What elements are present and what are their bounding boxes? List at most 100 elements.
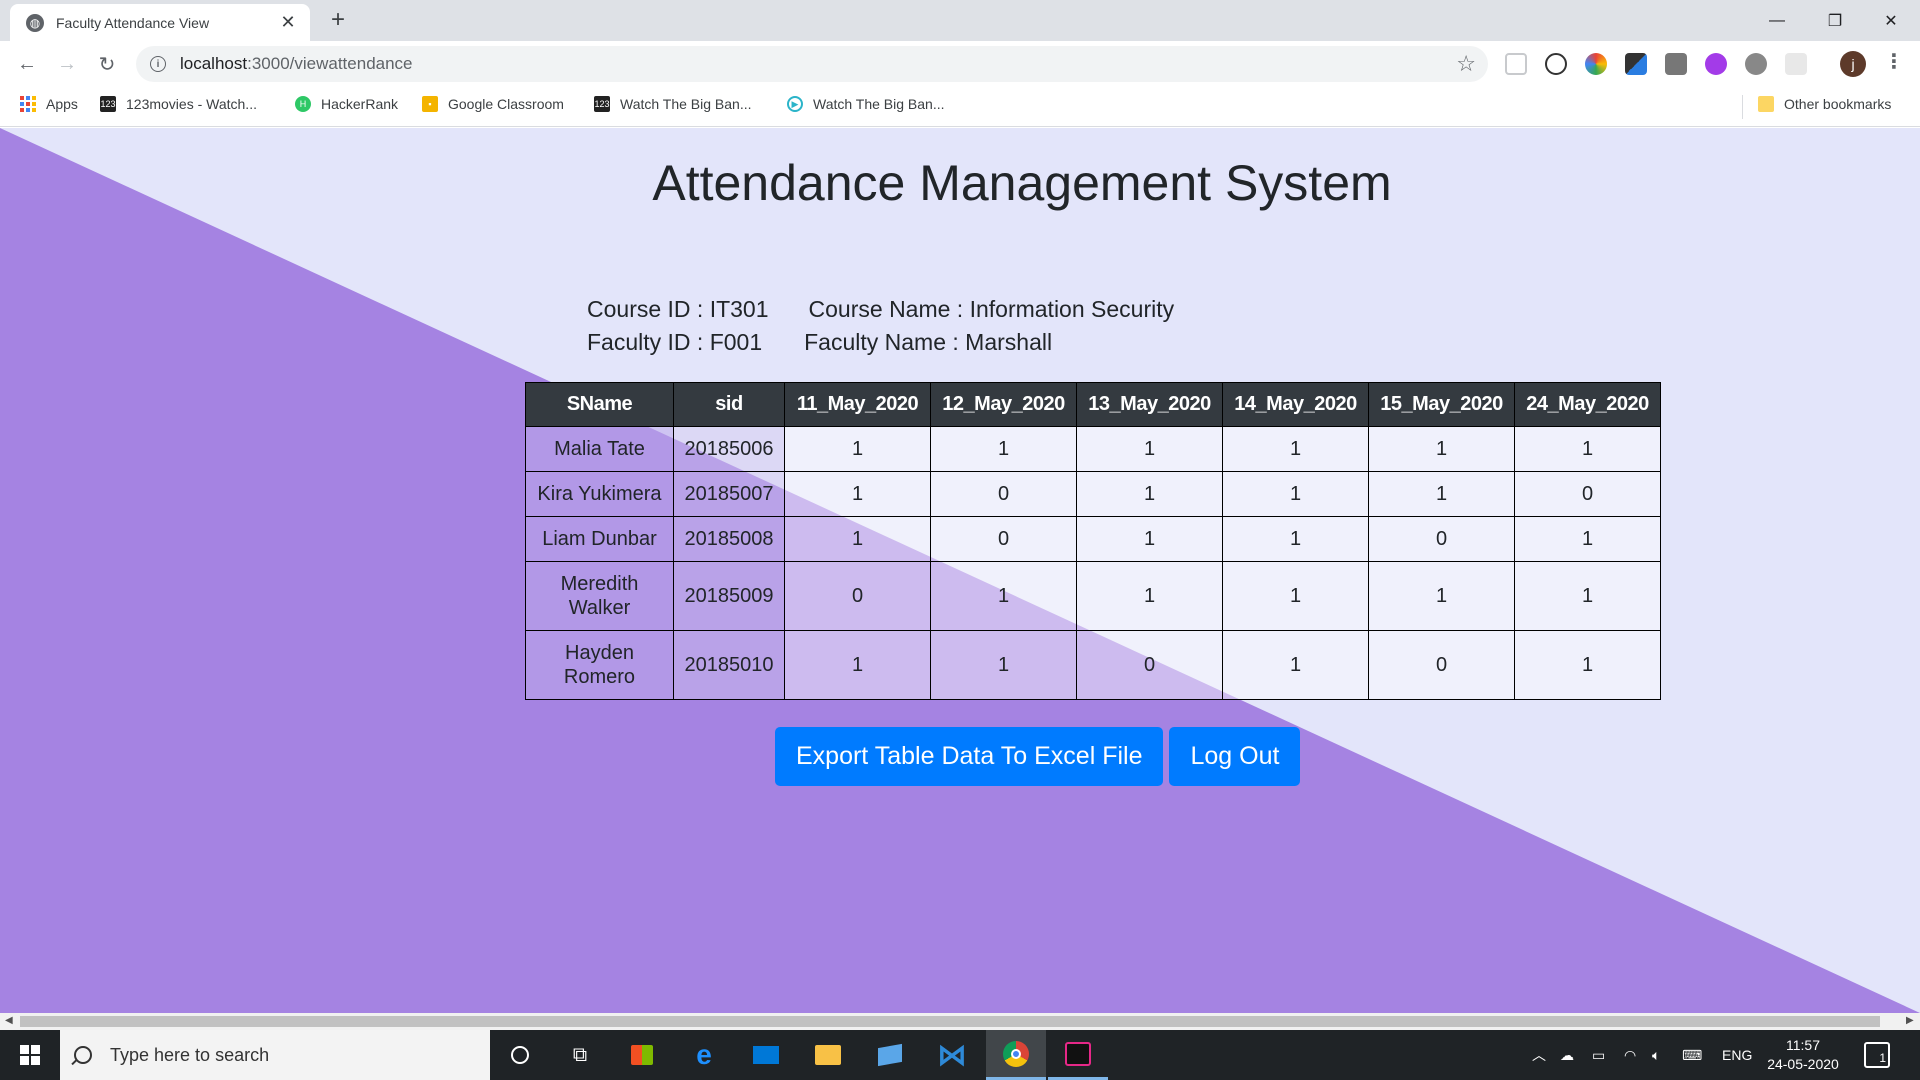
student-sid: 20185010 bbox=[673, 630, 785, 700]
horizontal-scrollbar[interactable]: ◀ ▶ bbox=[0, 1013, 1920, 1030]
vscode-icon[interactable]: ⋈ bbox=[937, 1038, 967, 1072]
extension-picker-icon[interactable] bbox=[1625, 53, 1647, 75]
bookmark-big-bang-1[interactable]: 123 Watch The Big Ban... bbox=[594, 96, 752, 112]
page-content: Attendance Management System Course ID :… bbox=[0, 128, 1920, 1013]
close-window-icon[interactable]: ✕ bbox=[1884, 12, 1898, 30]
attendance-value: 1 bbox=[784, 471, 931, 517]
course-id: Course ID : IT301 bbox=[587, 296, 769, 322]
forward-arrow-icon[interactable]: → bbox=[57, 52, 77, 75]
attendance-value: 1 bbox=[1514, 426, 1661, 472]
extension-record-icon[interactable] bbox=[1545, 53, 1567, 75]
browser-tab[interactable]: ◍ Faculty Attendance View ✕ bbox=[10, 4, 310, 41]
attendance-value: 1 bbox=[930, 630, 1077, 700]
attendance-value: 1 bbox=[930, 426, 1077, 472]
header-date-4: 14_May_2020 bbox=[1222, 382, 1369, 427]
attendance-value: 1 bbox=[1368, 471, 1515, 517]
windows-logo-icon bbox=[20, 1045, 40, 1065]
header-date-6: 24_May_2020 bbox=[1514, 382, 1661, 427]
attendance-value: 1 bbox=[1076, 561, 1223, 631]
restore-icon[interactable]: ❐ bbox=[1827, 12, 1843, 30]
other-bookmarks[interactable]: Other bookmarks bbox=[1758, 96, 1891, 112]
logout-button[interactable]: Log Out bbox=[1169, 727, 1301, 786]
header-date-1: 11_May_2020 bbox=[784, 382, 931, 427]
hackerrank-icon: H bbox=[295, 96, 311, 112]
edge-icon[interactable]: e bbox=[696, 1039, 712, 1070]
address-bar[interactable]: i localhost:3000/viewattendance ☆ bbox=[136, 46, 1488, 82]
play-circle-icon: ▶ bbox=[787, 96, 803, 112]
taskbar-clock[interactable]: 11:57 24-05-2020 bbox=[1760, 1036, 1846, 1074]
notification-center-icon[interactable]: 1 bbox=[1864, 1042, 1890, 1068]
student-sid: 20185008 bbox=[673, 516, 785, 562]
header-date-5: 15_May_2020 bbox=[1368, 382, 1515, 427]
extension-purple-icon[interactable] bbox=[1705, 53, 1727, 75]
browser-tab-strip: ◍ Faculty Attendance View ✕ + — ❐ ✕ bbox=[0, 0, 1920, 41]
battery-icon[interactable]: ▭ bbox=[1592, 1046, 1606, 1063]
faculty-id: Faculty ID : F001 bbox=[587, 329, 763, 355]
bookmark-apps[interactable]: Apps bbox=[20, 96, 78, 112]
back-arrow-icon[interactable]: ← bbox=[17, 52, 37, 75]
attendance-value: 1 bbox=[784, 630, 931, 700]
attendance-value: 1 bbox=[1514, 516, 1661, 562]
remote-desktop-icon[interactable] bbox=[860, 1030, 920, 1080]
bookmark-hackerrank[interactable]: H HackerRank bbox=[295, 96, 398, 112]
profile-avatar[interactable]: j bbox=[1840, 51, 1866, 77]
attendance-value: 0 bbox=[1514, 471, 1661, 517]
onedrive-icon[interactable]: ☁ bbox=[1560, 1046, 1574, 1063]
classroom-icon: ▪ bbox=[422, 96, 438, 112]
taskbar-search[interactable]: Type here to search bbox=[60, 1030, 490, 1080]
attendance-value: 1 bbox=[1222, 561, 1369, 631]
clock-time: 11:57 bbox=[1786, 1037, 1820, 1053]
attendance-value: 1 bbox=[1368, 426, 1515, 472]
attendance-value: 1 bbox=[1514, 561, 1661, 631]
attendance-value: 1 bbox=[930, 561, 1077, 631]
export-excel-button[interactable]: Export Table Data To Excel File bbox=[775, 727, 1164, 786]
reload-icon[interactable]: ↻ bbox=[98, 53, 116, 76]
student-name: Kira Yukimera bbox=[525, 471, 674, 517]
tray-chevron-icon[interactable]: ︿ bbox=[1532, 1047, 1546, 1063]
info-icon[interactable]: i bbox=[150, 56, 166, 72]
scrollbar-thumb[interactable] bbox=[20, 1016, 1880, 1027]
store-icon[interactable] bbox=[612, 1030, 672, 1080]
bookmark-big-bang-2[interactable]: ▶ Watch The Big Ban... bbox=[787, 96, 945, 112]
cortana-icon[interactable] bbox=[490, 1030, 550, 1080]
bookmark-star-icon[interactable]: ☆ bbox=[1456, 51, 1476, 76]
scroll-right-icon[interactable]: ▶ bbox=[1906, 1015, 1914, 1026]
clock-date: 24-05-2020 bbox=[1767, 1056, 1839, 1072]
keyboard-icon[interactable]: ⌨ bbox=[1682, 1046, 1703, 1063]
globe-icon: ◍ bbox=[26, 13, 44, 32]
header-sid: sid bbox=[673, 382, 785, 427]
table-row: Malia Tate 20185006 1 1 1 1 1 1 bbox=[525, 426, 1661, 472]
file-explorer-icon[interactable] bbox=[798, 1030, 858, 1080]
attendance-value: 1 bbox=[1222, 471, 1369, 517]
attendance-value: 1 bbox=[1514, 630, 1661, 700]
more-menu-icon[interactable]: ⋮ bbox=[1884, 51, 1904, 73]
new-tab-button[interactable]: + bbox=[330, 6, 345, 33]
close-tab-icon[interactable]: ✕ bbox=[280, 12, 296, 32]
table-row: Liam Dunbar 20185008 1 0 1 1 0 1 bbox=[525, 516, 1661, 562]
chrome-icon[interactable] bbox=[986, 1030, 1046, 1080]
extension-blank-icon[interactable] bbox=[1785, 53, 1807, 75]
table-row: Meredith Walker 20185009 0 1 1 1 1 1 bbox=[525, 561, 1661, 631]
terminal-icon[interactable] bbox=[1048, 1030, 1108, 1080]
task-view-icon[interactable]: ⧉ bbox=[572, 1043, 588, 1066]
extension-color-icon[interactable] bbox=[1585, 53, 1607, 75]
volume-icon[interactable]: 🔈︎ bbox=[1652, 1046, 1661, 1063]
wifi-icon[interactable]: ◠ bbox=[1624, 1046, 1637, 1063]
search-icon bbox=[74, 1046, 92, 1064]
notification-count: 1 bbox=[1879, 1051, 1886, 1065]
extension-pocket-icon[interactable] bbox=[1505, 53, 1527, 75]
scroll-left-icon[interactable]: ◀ bbox=[5, 1015, 13, 1026]
minimize-icon[interactable]: — bbox=[1769, 11, 1785, 29]
url-path: :3000/viewattendance bbox=[247, 54, 413, 73]
table-header-row: SName sid 11_May_2020 12_May_2020 13_May… bbox=[525, 382, 1661, 427]
attendance-value: 0 bbox=[1076, 630, 1223, 700]
bookmark-google-classroom[interactable]: ▪ Google Classroom bbox=[422, 96, 564, 112]
bookmark-123movies[interactable]: 123 123movies - Watch... bbox=[100, 96, 257, 112]
extension-bug-icon[interactable] bbox=[1745, 53, 1767, 75]
language-indicator[interactable]: ENG bbox=[1722, 1047, 1753, 1063]
start-button[interactable] bbox=[0, 1030, 60, 1080]
extension-ruler-icon[interactable] bbox=[1665, 53, 1687, 75]
mail-icon[interactable] bbox=[736, 1030, 796, 1080]
attendance-value: 1 bbox=[784, 516, 931, 562]
student-sid: 20185006 bbox=[673, 426, 785, 472]
